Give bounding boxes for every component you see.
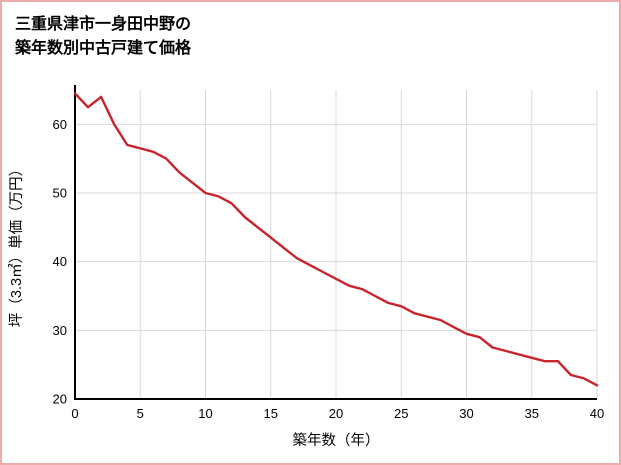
- price-by-age-chart: 0 5 10 15 20 25 30 35 40 20 30 40 50 60 築年数（年） 坪（3.3㎡）単…: [2, 72, 619, 463]
- chart-svg: 0 5 10 15 20 25 30 35 40 20 30 40 50 60 築年数（年） 坪（3.3㎡）単…: [8, 85, 604, 449]
- y-tick-label: 40: [53, 254, 67, 269]
- x-tick-label: 30: [459, 406, 473, 421]
- page-title-line1: 三重県津市一身田中野の: [15, 16, 192, 33]
- x-tick-label: 35: [525, 406, 539, 421]
- x-tick-label: 25: [394, 406, 408, 421]
- y-tick-label: 50: [53, 186, 67, 201]
- y-tick-label: 30: [53, 323, 67, 338]
- y-tick-label: 60: [53, 117, 67, 132]
- x-tick-label: 20: [329, 406, 343, 421]
- page-title-line2: 築年数別中古戸建て価格: [15, 40, 192, 57]
- y-tick-label: 20: [53, 392, 67, 407]
- x-tick-label: 5: [137, 406, 144, 421]
- x-tick-label: 40: [590, 406, 604, 421]
- x-tick-label: 10: [198, 406, 212, 421]
- y-axis-label: 坪（3.3㎡）単価（万円）: [8, 162, 25, 327]
- x-tick-label: 0: [71, 406, 78, 421]
- x-tick-label: 15: [264, 406, 278, 421]
- price-line-series: [73, 92, 599, 387]
- x-axis-label: 築年数（年）: [293, 431, 380, 449]
- page-title: 三重県津市一身田中野の 築年数別中古戸建て価格: [15, 13, 619, 61]
